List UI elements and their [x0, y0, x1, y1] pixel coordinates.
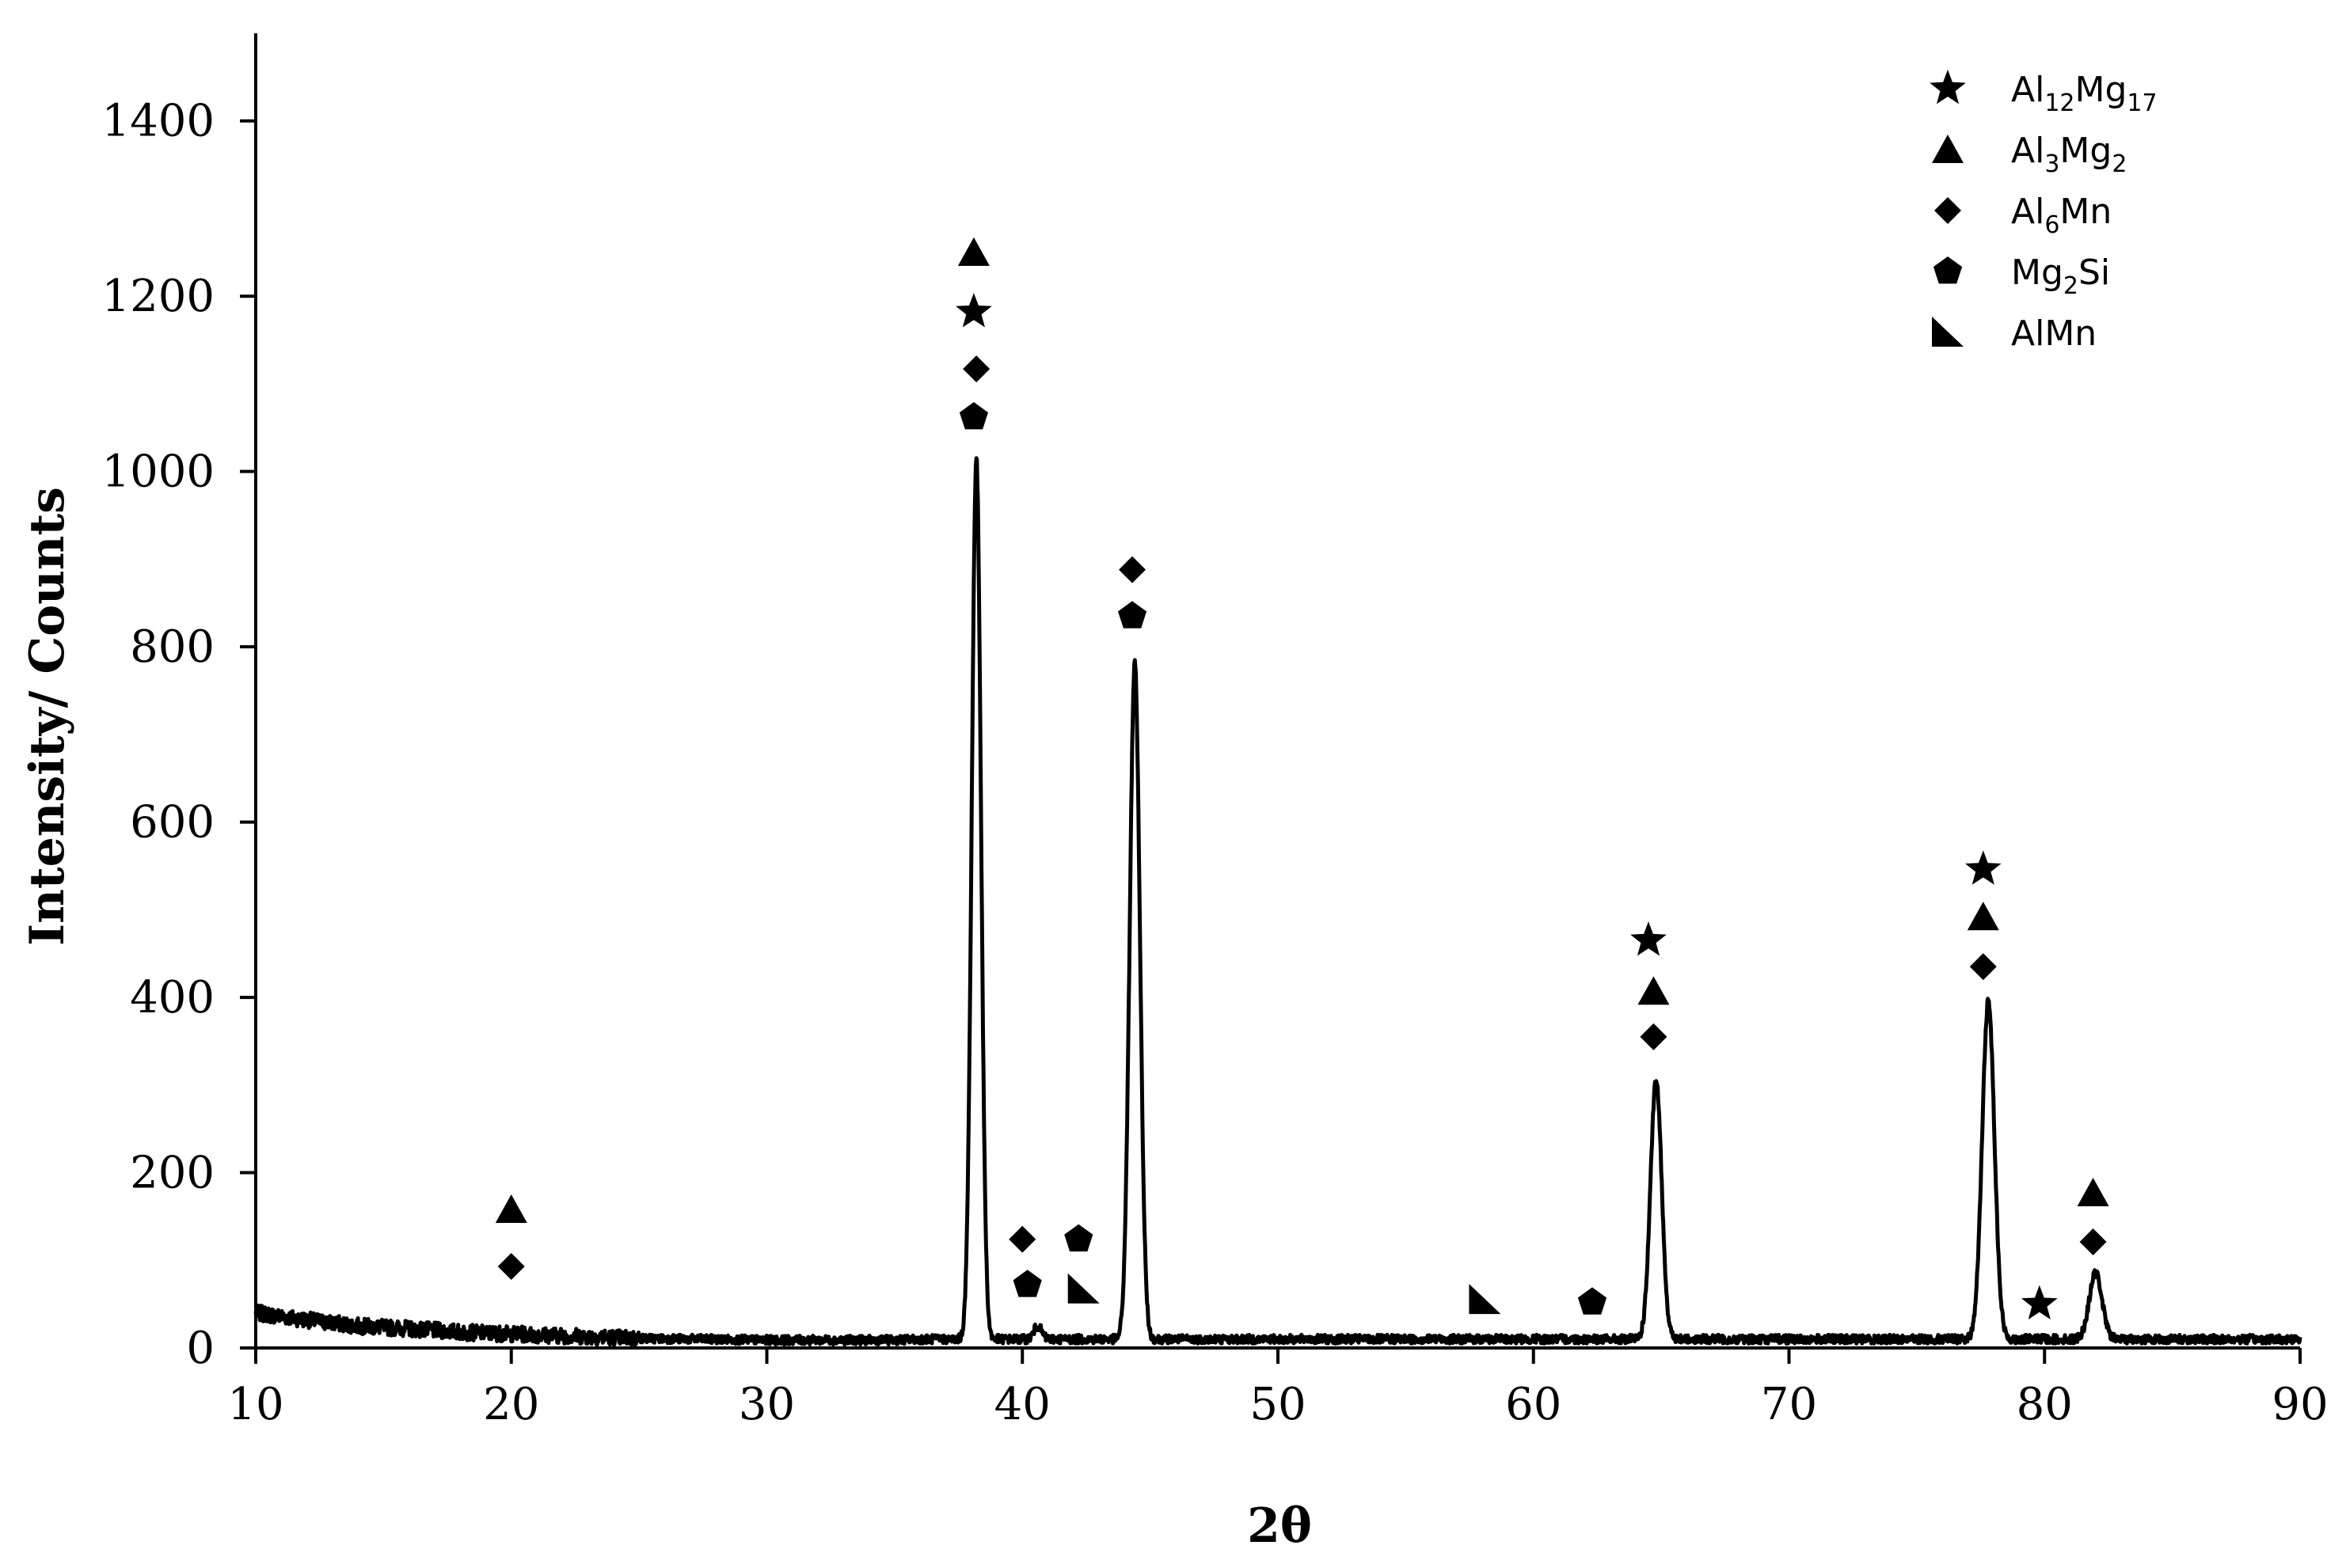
legend-marker-triangle — [1932, 135, 1964, 163]
x-tick-label: 30 — [739, 1379, 795, 1430]
diamond-peak-marker — [1640, 1023, 1667, 1050]
y-tick-label: 200 — [130, 1148, 215, 1199]
star-peak-marker — [2021, 1285, 2058, 1319]
legend-label-part: Mg — [2075, 70, 2127, 110]
legend-label-part: Al — [2011, 70, 2044, 110]
y-tick-label: 0 — [186, 1323, 215, 1374]
x-axis-title: 2θ — [1247, 1498, 1312, 1554]
pentagon-peak-marker — [1013, 1270, 1042, 1297]
legend-label: Al3Mg2 — [2011, 131, 2127, 178]
x-tick-label: 10 — [227, 1379, 283, 1430]
right-triangle-peak-marker — [1469, 1284, 1501, 1315]
legend-label: AlMn — [2011, 313, 2097, 354]
diamond-peak-marker — [1119, 556, 1146, 583]
legend-label-part: Si — [2078, 252, 2110, 293]
y-axis-title: Intensity/ Counts — [20, 487, 75, 946]
legend-label-part: Al — [2011, 192, 2044, 232]
pentagon-peak-marker — [959, 402, 988, 430]
triangle-peak-marker — [2077, 1178, 2109, 1207]
pentagon-peak-marker — [1577, 1287, 1607, 1315]
x-tick-label: 40 — [994, 1379, 1051, 1430]
y-tick-label: 800 — [130, 621, 215, 673]
x-tick-label: 70 — [1761, 1379, 1817, 1430]
x-tick-label: 90 — [2272, 1379, 2328, 1430]
diamond-peak-marker — [1969, 953, 1997, 981]
x-tick-label: 50 — [1249, 1379, 1306, 1430]
legend-label: Al6Mn — [2011, 192, 2112, 239]
x-tick-label: 80 — [2017, 1379, 2073, 1430]
legend-label-part: Mg — [2011, 252, 2063, 293]
triangle-peak-marker — [1637, 976, 1670, 1005]
legend-label: Al12Mg17 — [2011, 70, 2158, 117]
legend-label-part: AlMn — [2011, 313, 2097, 354]
legend-label: Mg2Si — [2011, 252, 2110, 300]
legend-marker-pentagon — [1933, 256, 1963, 284]
xrd-pattern-line — [253, 456, 2302, 1348]
triangle-peak-marker — [957, 237, 990, 266]
star-peak-marker — [1630, 921, 1667, 956]
legend-marker-diamond — [1934, 197, 1961, 224]
legend-label-part: 3 — [2044, 150, 2059, 178]
x-tick-label: 20 — [483, 1379, 539, 1430]
y-tick-label: 1000 — [101, 446, 215, 498]
diamond-peak-marker — [963, 355, 990, 383]
legend-label-part: 2 — [2112, 150, 2127, 178]
legend-label-part: Mg — [2059, 131, 2112, 171]
pentagon-peak-marker — [1118, 601, 1147, 628]
diamond-peak-marker — [2079, 1228, 2107, 1256]
legend-label-part: 17 — [2127, 89, 2157, 117]
legend-label-part: Mn — [2059, 192, 2112, 232]
x-tick-label: 60 — [1505, 1379, 1561, 1430]
legend-label-part: 12 — [2044, 89, 2074, 117]
legend-label-part: Al — [2011, 131, 2044, 171]
pentagon-peak-marker — [1064, 1224, 1093, 1252]
diamond-peak-marker — [497, 1253, 525, 1281]
star-peak-marker — [956, 293, 992, 328]
triangle-peak-marker — [495, 1194, 527, 1224]
right-triangle-peak-marker — [1067, 1273, 1100, 1304]
legend-label-part: 2 — [2063, 272, 2078, 300]
triangle-peak-marker — [1967, 902, 1999, 931]
diamond-peak-marker — [1009, 1225, 1036, 1253]
y-tick-label: 1400 — [101, 96, 215, 147]
y-tick-label: 1200 — [101, 271, 215, 322]
chart-marks: 10 20 30 40 50 60 70 80 90 0 200 400 600 800 1000 1200 1… — [101, 33, 2329, 1430]
y-tick-label: 600 — [130, 797, 215, 849]
star-peak-marker — [1965, 850, 2002, 885]
legend-label-part: 6 — [2044, 211, 2059, 239]
legend-marker-star — [1930, 70, 1966, 104]
legend-marker-right-triangle — [1932, 317, 1964, 347]
y-tick-label: 400 — [130, 972, 215, 1023]
